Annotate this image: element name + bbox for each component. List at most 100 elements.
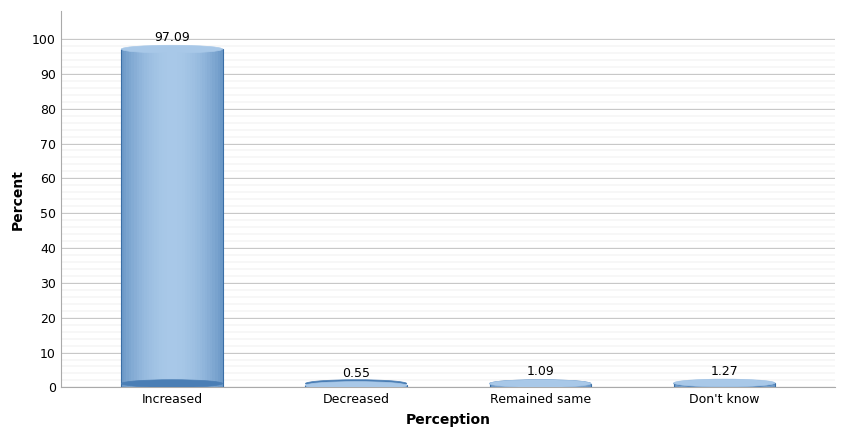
Bar (497, 384, 500, 387)
Bar (576, 384, 578, 387)
Bar (328, 385, 331, 387)
Bar (200, 49, 202, 387)
Bar (351, 385, 354, 387)
Bar (399, 385, 402, 387)
Bar (525, 384, 528, 387)
Y-axis label: Percent: Percent (11, 169, 25, 230)
Bar (765, 383, 767, 387)
Bar (346, 385, 349, 387)
Bar (533, 384, 536, 387)
Ellipse shape (121, 45, 222, 53)
Bar (341, 385, 343, 387)
Bar (371, 385, 374, 387)
Bar (711, 383, 714, 387)
Bar (732, 383, 734, 387)
Text: 97.09: 97.09 (154, 31, 190, 44)
Bar (177, 49, 179, 387)
Text: 1.09: 1.09 (526, 365, 554, 378)
Bar (556, 384, 558, 387)
Bar (742, 383, 744, 387)
Bar (673, 383, 676, 387)
Ellipse shape (673, 380, 775, 387)
Bar (551, 384, 553, 387)
Bar (747, 383, 750, 387)
Bar (706, 383, 709, 387)
Bar (714, 383, 717, 387)
Bar (757, 383, 760, 387)
Bar (744, 383, 747, 387)
Bar (124, 49, 126, 387)
Bar (722, 383, 724, 387)
Bar (167, 49, 169, 387)
Bar (701, 383, 704, 387)
Bar (752, 383, 755, 387)
Bar (354, 385, 356, 387)
Bar (129, 49, 131, 387)
Bar (734, 383, 737, 387)
Bar (164, 49, 167, 387)
Ellipse shape (121, 380, 222, 387)
Bar (558, 384, 561, 387)
Bar (561, 384, 563, 387)
Bar (361, 385, 364, 387)
Bar (709, 383, 711, 387)
Bar (770, 383, 772, 387)
Bar (571, 384, 574, 387)
Bar (719, 383, 722, 387)
Bar (366, 385, 369, 387)
Bar (126, 49, 129, 387)
Bar (536, 384, 538, 387)
Bar (583, 384, 585, 387)
Bar (566, 384, 569, 387)
Bar (737, 383, 739, 387)
Bar (676, 383, 678, 387)
Bar (724, 383, 727, 387)
Bar (717, 383, 719, 387)
Bar (343, 385, 346, 387)
Bar (374, 385, 376, 387)
Bar (154, 49, 157, 387)
Bar (336, 385, 338, 387)
Bar (530, 384, 533, 387)
Bar (523, 384, 525, 387)
Bar (510, 384, 513, 387)
Bar (505, 384, 508, 387)
Bar (574, 384, 576, 387)
X-axis label: Perception: Perception (406, 413, 491, 427)
Bar (767, 383, 770, 387)
Bar (323, 385, 326, 387)
Ellipse shape (305, 381, 407, 389)
Bar (490, 384, 492, 387)
Bar (389, 385, 392, 387)
Ellipse shape (305, 380, 407, 387)
Bar (310, 385, 313, 387)
Bar (387, 385, 389, 387)
Bar (379, 385, 382, 387)
Bar (382, 385, 384, 387)
Bar (141, 49, 144, 387)
Bar (179, 49, 182, 387)
Bar (681, 383, 684, 387)
Bar (392, 385, 394, 387)
Bar (495, 384, 497, 387)
Bar (174, 49, 177, 387)
Bar (349, 385, 351, 387)
Bar (553, 384, 556, 387)
Bar (220, 49, 222, 387)
Bar (144, 49, 146, 387)
Bar (376, 385, 379, 387)
Bar (321, 385, 323, 387)
Bar (513, 384, 515, 387)
Bar (500, 384, 503, 387)
Bar (727, 383, 729, 387)
Bar (202, 49, 205, 387)
Bar (149, 49, 151, 387)
Bar (394, 385, 397, 387)
Bar (305, 385, 308, 387)
Bar (308, 385, 310, 387)
Bar (359, 385, 361, 387)
Bar (515, 384, 518, 387)
Bar (326, 385, 328, 387)
Bar (503, 384, 505, 387)
Bar (318, 385, 321, 387)
